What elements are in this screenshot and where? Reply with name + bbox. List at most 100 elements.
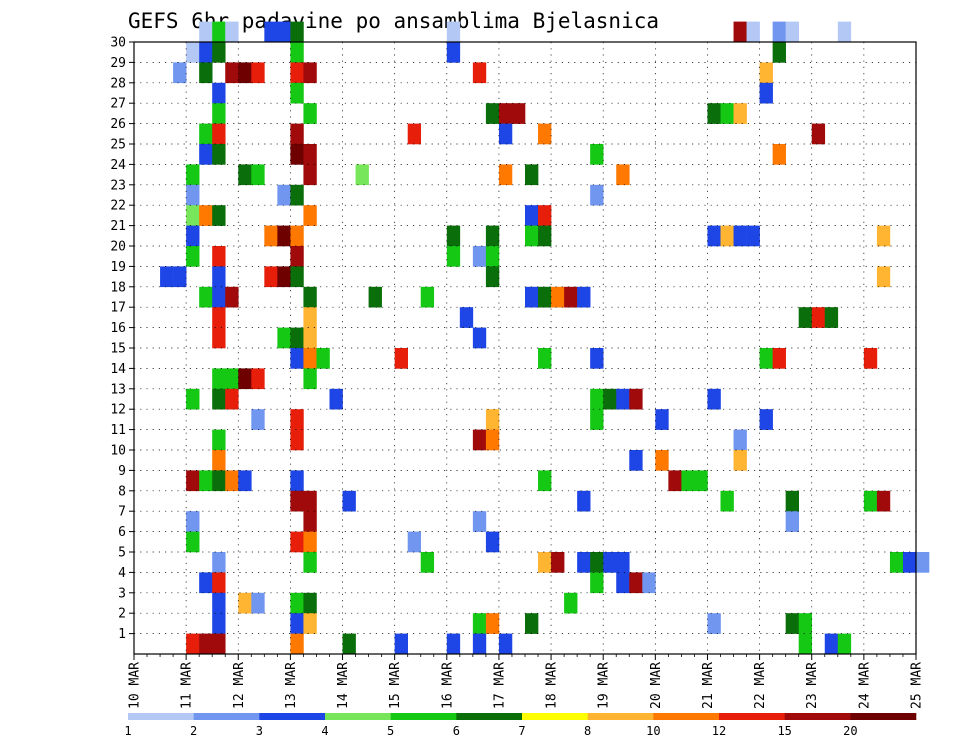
heatmap-cell [303,613,317,634]
heatmap-cell [746,21,760,43]
heatmap-cell [889,552,904,573]
heatmap-cell [173,266,187,288]
heatmap-cell [772,144,786,165]
heatmap-cell [525,205,539,226]
heatmap-cell [733,429,747,451]
heatmap-cell [590,409,604,430]
heatmap-cell [629,450,643,471]
heatmap-cell [420,552,435,573]
heatmap-cell [212,144,226,165]
heatmap-cell [303,286,317,308]
heatmap-cell [590,184,604,206]
heatmap-cell [772,21,786,43]
heatmap-cell [446,225,461,247]
heatmap-cell [733,103,747,124]
heatmap-cell [707,225,721,247]
heatmap-cell [551,552,565,573]
heatmap-cells [160,21,930,655]
heatmap-cell [199,62,213,84]
x-tick-label: 20 MAR [649,662,664,709]
legend-swatch [390,713,457,720]
heatmap-cell [186,164,200,186]
heatmap-cell [212,470,226,492]
heatmap-cell [199,21,213,43]
legend-swatch [193,713,260,720]
heatmap-cell [212,592,226,614]
heatmap-cell [616,164,630,186]
heatmap-cell [290,21,304,43]
heatmap-cell [681,470,695,492]
heatmap-cell [199,286,213,308]
heatmap-cell [759,62,773,84]
heatmap-cell [394,348,408,369]
x-tick-label: 25 MAR [910,662,925,709]
heatmap-cell [616,552,630,573]
y-tick-label: 14 [110,362,126,377]
heatmap-cell [303,348,317,369]
heatmap-cell [199,470,213,492]
heatmap-cell [264,225,278,247]
heatmap-cell [525,225,539,247]
x-tick-label: 15 MAR [388,662,403,709]
heatmap-cell [342,490,356,512]
heatmap-cell [811,123,826,145]
heatmap-cell [629,388,643,410]
x-tick-label: 13 MAR [284,662,299,709]
color-legend: 1 2 3 4 5 6 7 8 10 12 15 20 [124,713,917,738]
heatmap-cell [759,409,773,430]
heatmap-cell [186,388,200,410]
heatmap-cell [902,552,917,573]
heatmap-cell [212,613,226,634]
heatmap-cell [590,144,604,165]
heatmap-cell [916,552,930,573]
legend-label: 10 [646,724,660,738]
heatmap-cell [303,552,317,573]
y-tick-label: 15 [110,342,126,357]
heatmap-cell [199,572,213,594]
heatmap-cell [238,470,252,492]
heatmap-cell [590,552,604,573]
grid-lines [134,41,916,654]
heatmap-cell [863,490,878,512]
heatmap-cell [212,429,226,451]
heatmap-cell [629,572,643,594]
heatmap-cell [329,388,343,410]
heatmap-cell [316,348,330,369]
heatmap-cell [707,103,721,124]
heatmap-cell [472,511,487,532]
heatmap-cell [746,225,760,247]
heatmap-cell [199,42,213,63]
heatmap-cell [238,368,252,390]
heatmap-cell [824,633,839,655]
heatmap-cell [186,246,200,267]
heatmap-cell [407,123,422,145]
y-tick-label: 20 [110,240,126,255]
heatmap-cell [212,368,226,390]
legend-swatch [653,713,720,720]
x-tick-label: 24 MAR [857,662,872,709]
heatmap-cell [212,246,226,267]
heatmap-cell [798,613,813,634]
heatmap-cell [355,164,369,186]
heatmap-cell [225,388,239,410]
heatmap-cell [225,286,239,308]
heatmap-cell [290,327,304,349]
heatmap-cell [290,42,304,63]
heatmap-cell [446,633,461,655]
heatmap-cell [707,613,721,634]
heatmap-cell [863,348,878,369]
heatmap-cell [733,225,747,247]
legend-swatch [128,713,194,720]
heatmap-cell [225,470,239,492]
heatmap-cell [290,184,304,206]
heatmap-cell [590,388,604,410]
heatmap-cell [238,592,252,614]
heatmap-cell [212,327,226,349]
heatmap-cell [603,552,617,573]
heatmap-cell [186,531,200,553]
heatmap-cell [173,62,187,84]
y-tick-label: 4 [118,566,126,581]
heatmap-cell [186,470,200,492]
heatmap-cell [277,21,291,43]
legend-swatch [522,713,588,720]
